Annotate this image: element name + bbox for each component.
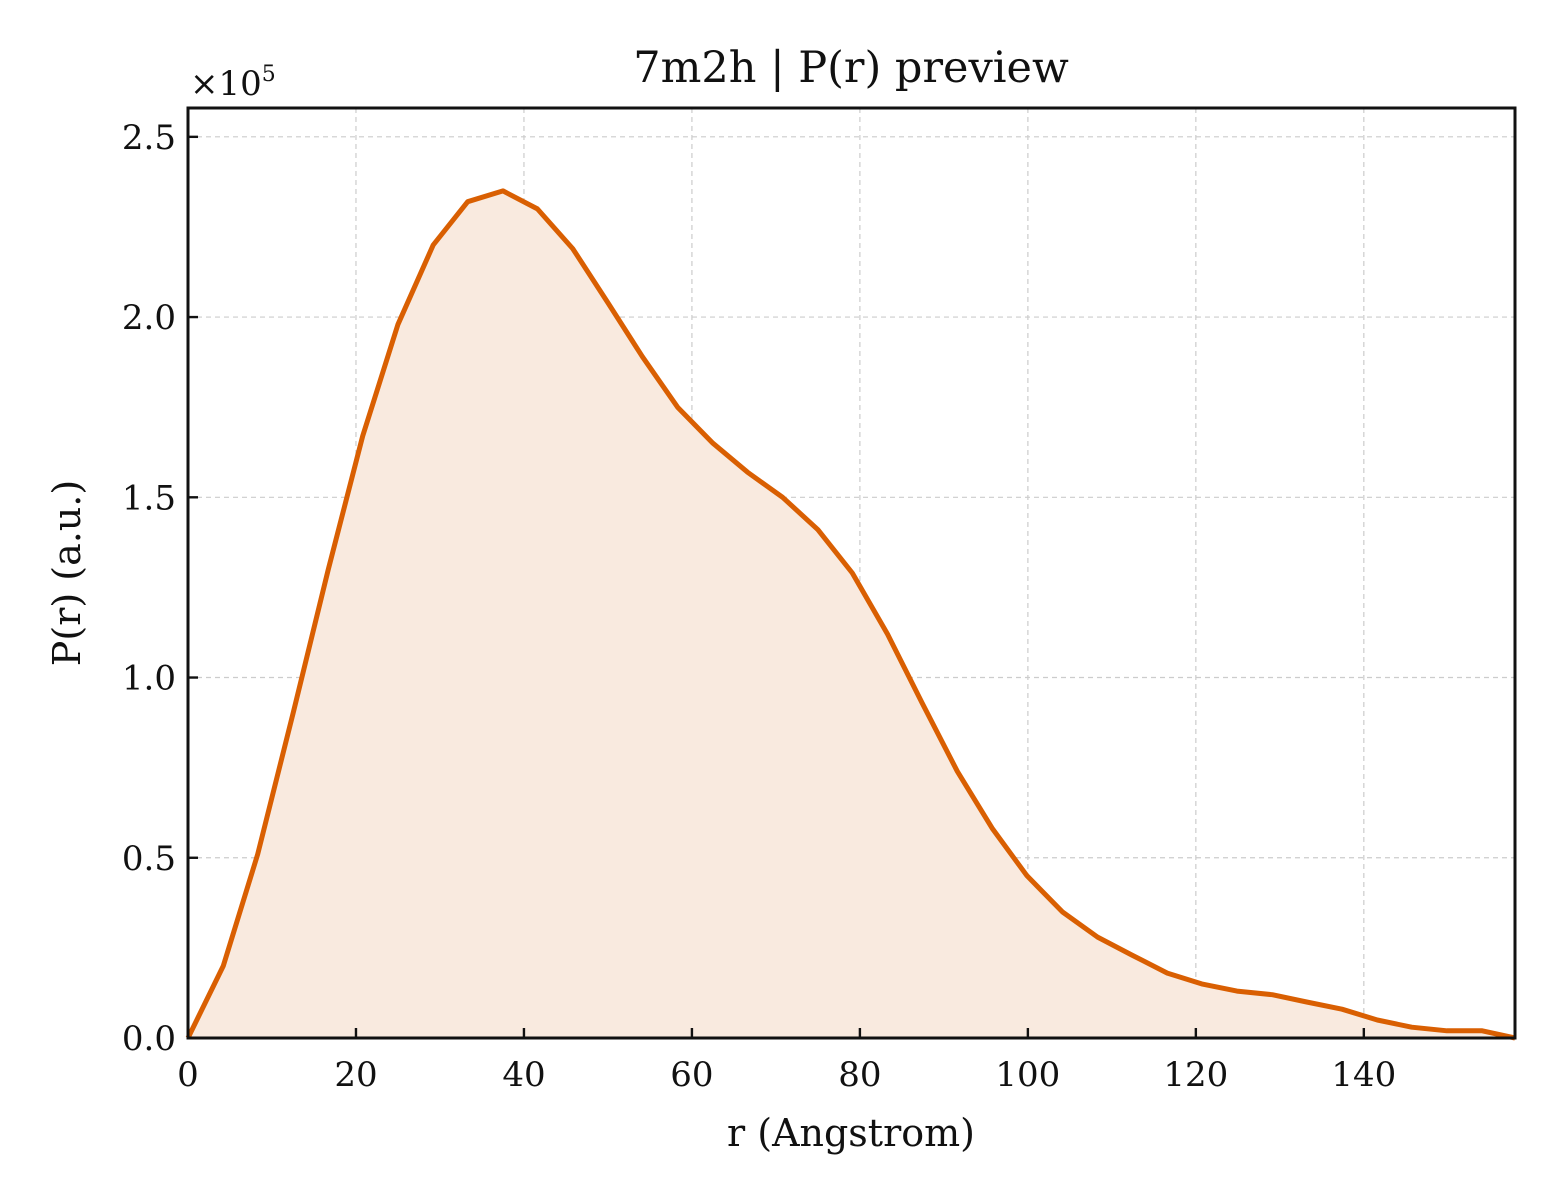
x-axis-ticks: 0 20 40 60 80 100 120 140 xyxy=(177,1028,1396,1095)
x-tick-label: 60 xyxy=(670,1055,713,1095)
pr-data-point xyxy=(326,567,331,572)
pr-data-point xyxy=(1304,999,1309,1004)
y-tick-label: 1.0 xyxy=(122,659,176,699)
y-axis-ticks: 0.0 0.5 1.0 1.5 2.0 2.5 xyxy=(122,118,198,1059)
x-tick-label: 0 xyxy=(177,1055,199,1095)
pr-data-point xyxy=(1235,989,1240,994)
pr-data-point xyxy=(1409,1025,1414,1030)
pr-series-line xyxy=(185,188,1516,1041)
y-offset-base: ×10 xyxy=(190,64,262,104)
x-tick-label: 40 xyxy=(502,1055,545,1095)
y-tick-label: 2.0 xyxy=(122,298,176,338)
x-tick-label: 80 xyxy=(838,1055,881,1095)
pr-data-point xyxy=(1375,1017,1380,1022)
x-tick-label: 100 xyxy=(995,1055,1060,1095)
pr-data-point xyxy=(1060,909,1065,914)
pr-data-point xyxy=(1480,1028,1485,1033)
x-tick-label: 140 xyxy=(1331,1055,1396,1095)
pr-data-point xyxy=(710,441,715,446)
pr-data-point xyxy=(1130,953,1135,958)
pr-data-point xyxy=(360,434,365,439)
plot-frame xyxy=(186,106,1517,1040)
pr-data-point xyxy=(850,571,855,576)
pr-data-point xyxy=(605,300,610,305)
x-tick-label: 20 xyxy=(334,1055,377,1095)
pr-data-point xyxy=(780,495,785,500)
pr-data-point xyxy=(640,354,645,359)
pr-data-point xyxy=(920,700,925,705)
pr-data-point xyxy=(1165,971,1170,976)
pr-data-point xyxy=(1444,1028,1449,1033)
y-tick-label: 2.5 xyxy=(122,118,176,158)
y-tick-label: 0.5 xyxy=(122,839,176,879)
x-tick-label: 120 xyxy=(1163,1055,1228,1095)
x-axis-label: r (Angstrom) xyxy=(727,1111,975,1155)
pr-data-point xyxy=(675,405,680,410)
pr-data-point xyxy=(535,206,540,211)
pr-data-point xyxy=(465,199,470,204)
pr-data-point xyxy=(570,246,575,251)
pr-data-point xyxy=(990,826,995,831)
pr-data-point xyxy=(1199,981,1204,986)
pr-data-point xyxy=(1095,935,1100,940)
y-tick-label: 0.0 xyxy=(122,1019,176,1059)
chart-title: 7m2h | P(r) preview xyxy=(633,43,1069,93)
y-tick-label: 1.5 xyxy=(122,478,176,518)
pr-data-point xyxy=(955,769,960,774)
pr-data-point xyxy=(745,470,750,475)
pr-data-point xyxy=(221,963,226,968)
pr-data-point xyxy=(815,527,820,532)
pr-data-point xyxy=(395,322,400,327)
pr-area-fill xyxy=(188,190,1515,1038)
pr-data-point xyxy=(1339,1007,1344,1012)
pr-data-point xyxy=(885,632,890,637)
y-offset-exponent: 5 xyxy=(262,62,276,87)
pr-data-point xyxy=(1270,992,1275,997)
pr-data-point xyxy=(290,711,295,716)
pr-data-point xyxy=(1025,873,1030,878)
y-axis-label: P(r) (a.u.) xyxy=(45,480,89,666)
pr-data-point xyxy=(255,852,260,857)
y-offset-label: ×105 xyxy=(190,62,276,104)
pr-data-point xyxy=(431,242,436,247)
pr-data-point xyxy=(500,188,505,193)
